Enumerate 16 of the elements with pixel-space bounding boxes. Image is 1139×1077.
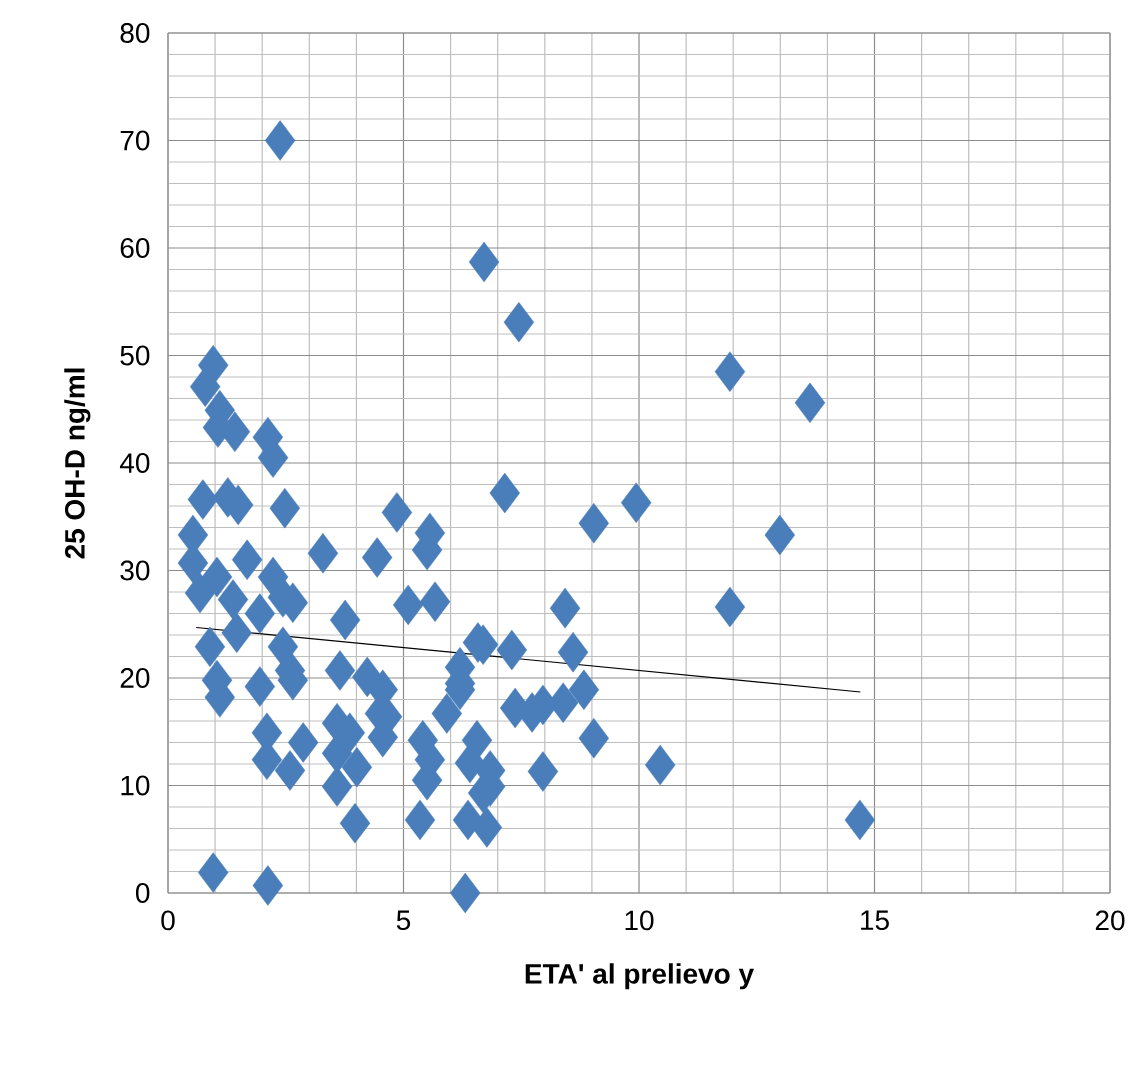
y-tick-label: 80 [120,23,150,43]
y-tick-label: 0 [136,883,150,903]
y-tick-label: 60 [120,238,150,258]
x-axis-title: ETA' al prelievo y [525,963,754,990]
x-tick-label: 10 [625,910,654,931]
y-tick-label: 50 [120,345,150,366]
x-tick-label: 0 [161,910,175,931]
x-tick-label: 15 [861,910,889,931]
y-tick-label: 20 [120,668,150,688]
y-tick-label: 10 [121,775,150,796]
y-axis-title: 25 OH-D ng/ml [64,368,91,559]
x-tick-label: 20 [1095,910,1125,931]
y-tick-label: 30 [120,560,150,581]
y-tick-label: 70 [120,130,150,151]
y-tick-label: 40 [119,453,150,473]
x-tick-label: 5 [396,910,411,931]
